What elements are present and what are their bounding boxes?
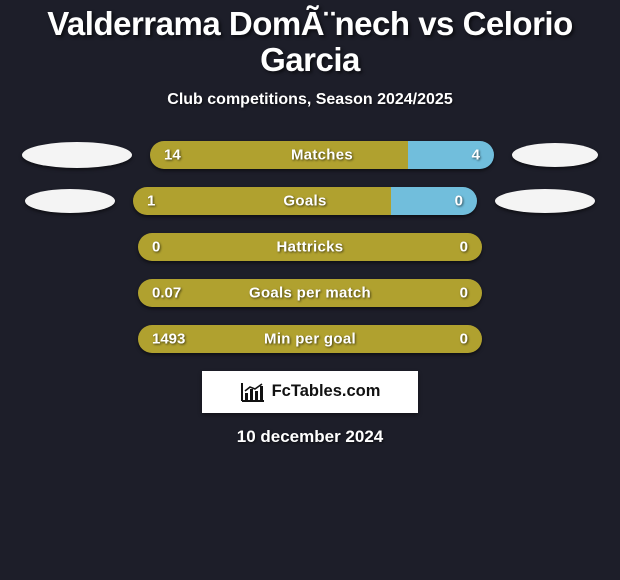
stat-rows: 14 4 Matches 1 0 Goals 0 0 Hattricks 0.07 0 Goals p…: [0, 141, 620, 353]
stat-bar: 1493 0 Min per goal: [138, 325, 482, 353]
bar-chart-icon: [240, 381, 266, 403]
player1-segment: [150, 141, 408, 169]
comparison-infographic: Valderrama DomÃ¨nech vs Celorio Garcia C…: [0, 0, 620, 580]
player2-value: 4: [472, 146, 480, 163]
player2-face-icon: [512, 143, 598, 167]
player1-segment: [133, 187, 391, 215]
source-badge-label: FcTables.com: [272, 382, 381, 401]
stat-row: 0.07 0 Goals per match: [0, 279, 620, 307]
stat-row: 14 4 Matches: [0, 141, 620, 169]
metric-label: Goals per match: [249, 284, 371, 301]
stat-row: 0 0 Hattricks: [0, 233, 620, 261]
player2-segment: [408, 141, 494, 169]
player1-face-icon: [25, 189, 115, 213]
stat-row: 1493 0 Min per goal: [0, 325, 620, 353]
source-badge[interactable]: FcTables.com: [202, 371, 418, 413]
stat-bar: 14 4 Matches: [150, 141, 494, 169]
player1-value: 1: [147, 192, 155, 209]
metric-label: Goals: [283, 192, 326, 209]
stat-bar: 0 0 Hattricks: [138, 233, 482, 261]
stat-bar: 0.07 0 Goals per match: [138, 279, 482, 307]
stat-row: 1 0 Goals: [0, 187, 620, 215]
player1-face-icon: [22, 142, 132, 168]
metric-label: Matches: [291, 146, 353, 163]
player1-value: 0.07: [152, 284, 181, 301]
subtitle: Club competitions, Season 2024/2025: [0, 91, 620, 109]
stat-bar: 1 0 Goals: [133, 187, 477, 215]
player2-value: 0: [460, 238, 468, 255]
metric-label: Min per goal: [264, 330, 356, 347]
player2-value: 0: [460, 284, 468, 301]
metric-label: Hattricks: [277, 238, 344, 255]
player2-value: 0: [455, 192, 463, 209]
player2-face-icon: [495, 189, 595, 213]
date-text: 10 december 2024: [0, 427, 620, 447]
player2-segment: [391, 187, 477, 215]
player2-value: 0: [460, 330, 468, 347]
player1-value: 0: [152, 238, 160, 255]
player1-value: 14: [164, 146, 181, 163]
page-title: Valderrama DomÃ¨nech vs Celorio Garcia: [0, 6, 620, 79]
player1-value: 1493: [152, 330, 185, 347]
